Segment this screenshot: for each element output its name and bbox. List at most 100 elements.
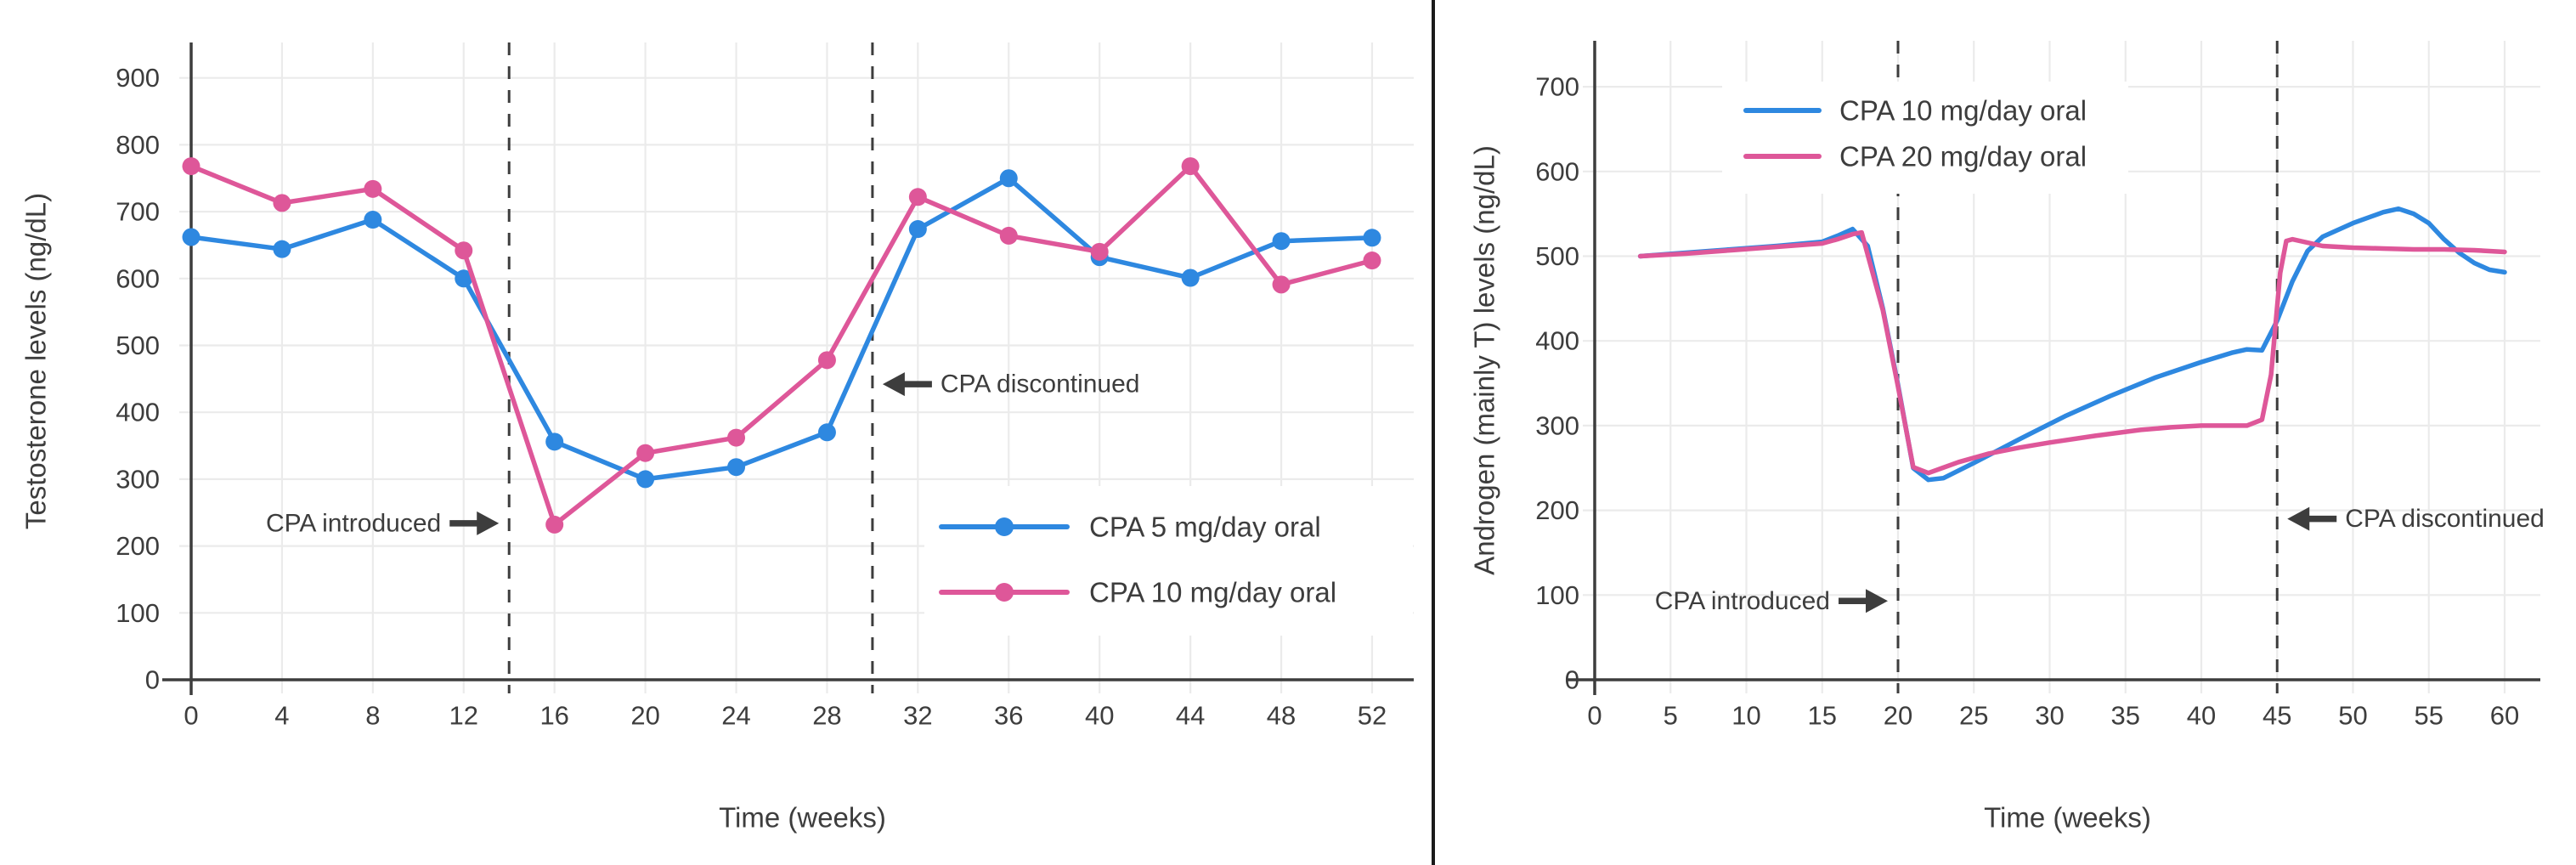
y-tick-label: 700 — [1535, 72, 1579, 102]
y-tick-label: 700 — [116, 197, 160, 227]
y-tick-label: 400 — [116, 398, 160, 427]
x-tick-label: 0 — [1587, 701, 1602, 731]
series-line-cpa-20-mg-day-oral — [1637, 229, 2507, 476]
series-marker-cpa-10-mg-day-oral — [455, 241, 473, 260]
x-tick-label: 25 — [1959, 701, 1988, 731]
y-tick-label: 0 — [145, 665, 160, 695]
x-tick-label: 20 — [630, 701, 659, 731]
series-marker-cpa-10-mg-day-oral — [817, 351, 836, 370]
y-axis-title: Testosterone levels (ng/dL) — [20, 193, 52, 529]
annotation-cpa-discontinued: CPA discontinued — [2287, 505, 2545, 533]
series-marker-cpa-5-mg-day-oral — [636, 470, 655, 489]
annotation-label: CPA introduced — [266, 509, 441, 537]
y-tick-label: 300 — [1535, 410, 1579, 440]
x-tick-label: 5 — [1664, 701, 1678, 731]
x-tick-label: 28 — [812, 701, 841, 731]
series-marker-cpa-10-mg-day-oral — [273, 194, 291, 212]
x-tick-label: 60 — [2490, 701, 2519, 731]
legend-background — [1722, 82, 2128, 194]
annotation-arrow-head — [882, 372, 905, 397]
annotation-label: CPA discontinued — [2345, 505, 2545, 533]
androgen-chart-panel: 0 5 10 15 20 25 30 35 40 45 50 55 60 0 100 200 300 400 500… — [1435, 0, 2576, 865]
series-marker-cpa-10-mg-day-oral — [1363, 252, 1381, 270]
series-marker-cpa-5-mg-day-oral — [455, 269, 473, 288]
legend-background — [924, 486, 1413, 636]
y-tick-label: 600 — [1535, 156, 1579, 186]
testosterone-chart-panel: 0 4 8 12 16 20 24 28 32 36 40 44 48 52 0 100 200 300 400 50… — [20, 42, 1414, 834]
panel-divider — [1432, 0, 1435, 865]
y-tick-label: 300 — [116, 464, 160, 494]
series-line-cpa-5-mg-day-oral — [189, 176, 1375, 482]
y-tick-label: 0 — [1565, 665, 1579, 695]
series-marker-cpa-10-mg-day-oral — [182, 157, 201, 176]
annotation-label: CPA introduced — [1655, 587, 1830, 615]
x-tick-label: 35 — [2111, 701, 2140, 731]
y-tick-label: 500 — [1535, 241, 1579, 271]
y-tick-label: 400 — [1535, 326, 1579, 356]
series-marker-cpa-5-mg-day-oral — [182, 228, 201, 246]
annotation-arrow-head — [477, 511, 500, 535]
y-tick-label: 100 — [1535, 580, 1579, 610]
androgen-chart: 0 5 10 15 20 25 30 35 40 45 50 55 600100200300400500… — [1469, 41, 2545, 834]
legend-marker-cpa-5-mg-day-oral — [995, 517, 1014, 536]
x-tick-label: 40 — [2187, 701, 2216, 731]
testosterone-chart: 0 4 8 12 16 20 24 28 32 36 40 44 48 52010020030040050… — [20, 42, 1414, 834]
series-marker-cpa-10-mg-day-oral — [1181, 157, 1200, 176]
series-marker-cpa-10-mg-day-oral — [999, 226, 1018, 245]
y-tick-label: 800 — [116, 130, 160, 160]
series-marker-cpa-5-mg-day-oral — [908, 220, 927, 239]
x-tick-label: 40 — [1085, 701, 1114, 731]
series-marker-cpa-10-mg-day-oral — [364, 179, 382, 198]
series-marker-cpa-5-mg-day-oral — [727, 458, 746, 477]
x-tick-label: 45 — [2262, 701, 2291, 731]
series-marker-cpa-5-mg-day-oral — [999, 169, 1018, 188]
y-tick-label: 600 — [116, 263, 160, 293]
series-marker-cpa-5-mg-day-oral — [273, 240, 291, 258]
legend-label-cpa-20-mg-day-oral: CPA 20 mg/day oral — [1839, 141, 2087, 172]
x-tick-label: 0 — [184, 701, 198, 731]
series-marker-cpa-10-mg-day-oral — [908, 188, 927, 206]
series-marker-cpa-5-mg-day-oral — [545, 432, 564, 451]
series-marker-cpa-10-mg-day-oral — [727, 428, 746, 447]
y-tick-label: 200 — [116, 531, 160, 561]
series-marker-cpa-10-mg-day-oral — [1090, 242, 1109, 261]
series-marker-cpa-5-mg-day-oral — [1272, 232, 1291, 251]
annotation-label: CPA discontinued — [941, 370, 1140, 399]
x-tick-label: 30 — [2035, 701, 2064, 731]
x-tick-label: 44 — [1176, 701, 1205, 731]
x-tick-label: 4 — [274, 701, 289, 731]
x-tick-label: 55 — [2415, 701, 2443, 731]
x-tick-label: 16 — [539, 701, 568, 731]
x-tick-label: 8 — [365, 701, 380, 731]
annotation-arrow-head — [1866, 589, 1888, 613]
x-tick-label: 24 — [721, 701, 750, 731]
x-tick-label: 12 — [449, 701, 478, 731]
legend-label-cpa-10-mg-day-oral: CPA 10 mg/day oral — [1839, 95, 2087, 127]
series-line-cpa-10-mg-day-oral — [1637, 206, 2507, 483]
y-tick-label: 500 — [116, 331, 160, 360]
series-marker-cpa-10-mg-day-oral — [636, 444, 655, 462]
annotation-cpa-introduced: CPA introduced — [266, 509, 500, 537]
annotation-arrow-head — [2287, 506, 2310, 531]
x-tick-label: 15 — [1808, 701, 1837, 731]
series-marker-cpa-5-mg-day-oral — [364, 211, 382, 229]
series-marker-cpa-5-mg-day-oral — [1181, 269, 1200, 287]
series-marker-cpa-5-mg-day-oral — [817, 423, 836, 442]
annotation-cpa-discontinued: CPA discontinued — [882, 370, 1140, 399]
series-marker-cpa-5-mg-day-oral — [1363, 229, 1381, 247]
x-tick-label: 20 — [1884, 701, 1912, 731]
x-axis-title: Time (weeks) — [1984, 802, 2151, 834]
x-tick-label: 50 — [2338, 701, 2367, 731]
x-tick-label: 48 — [1267, 701, 1296, 731]
x-tick-label: 32 — [903, 701, 932, 731]
legend-label-cpa-5-mg-day-oral: CPA 5 mg/day oral — [1089, 512, 1321, 543]
annotation-cpa-introduced: CPA introduced — [1655, 587, 1888, 615]
series-marker-cpa-10-mg-day-oral — [1272, 275, 1291, 294]
legend-label-cpa-10-mg-day-oral: CPA 10 mg/day oral — [1089, 577, 1336, 608]
legend-marker-cpa-10-mg-day-oral — [995, 583, 1014, 602]
y-tick-label: 200 — [1535, 495, 1579, 525]
y-tick-label: 100 — [116, 598, 160, 628]
x-tick-label: 36 — [994, 701, 1023, 731]
y-axis-title: Androgen (mainly T) levels (ng/dL) — [1469, 145, 1500, 575]
